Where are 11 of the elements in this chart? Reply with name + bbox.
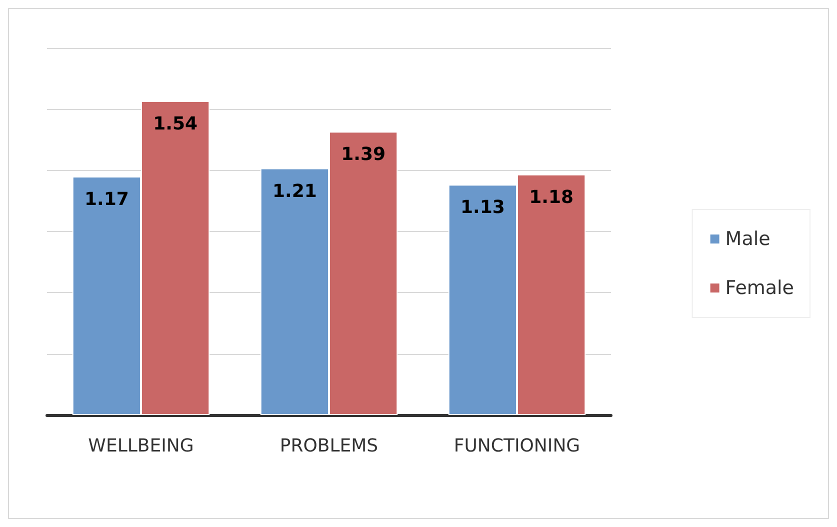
data-label: 1.54 bbox=[153, 114, 198, 135]
legend-label: Female bbox=[725, 277, 794, 299]
x-tick-label: WELLBEING bbox=[88, 436, 194, 456]
data-label: 1.21 bbox=[272, 180, 317, 202]
data-label: 1.18 bbox=[529, 186, 574, 208]
data-label: 1.13 bbox=[460, 197, 505, 218]
data-label: 1.17 bbox=[84, 188, 129, 210]
x-tick-label: FUNCTIONING bbox=[454, 436, 580, 456]
legend-label: Male bbox=[725, 228, 770, 250]
x-tick-label: PROBLEMS bbox=[280, 436, 378, 456]
data-label: 1.39 bbox=[341, 144, 386, 166]
